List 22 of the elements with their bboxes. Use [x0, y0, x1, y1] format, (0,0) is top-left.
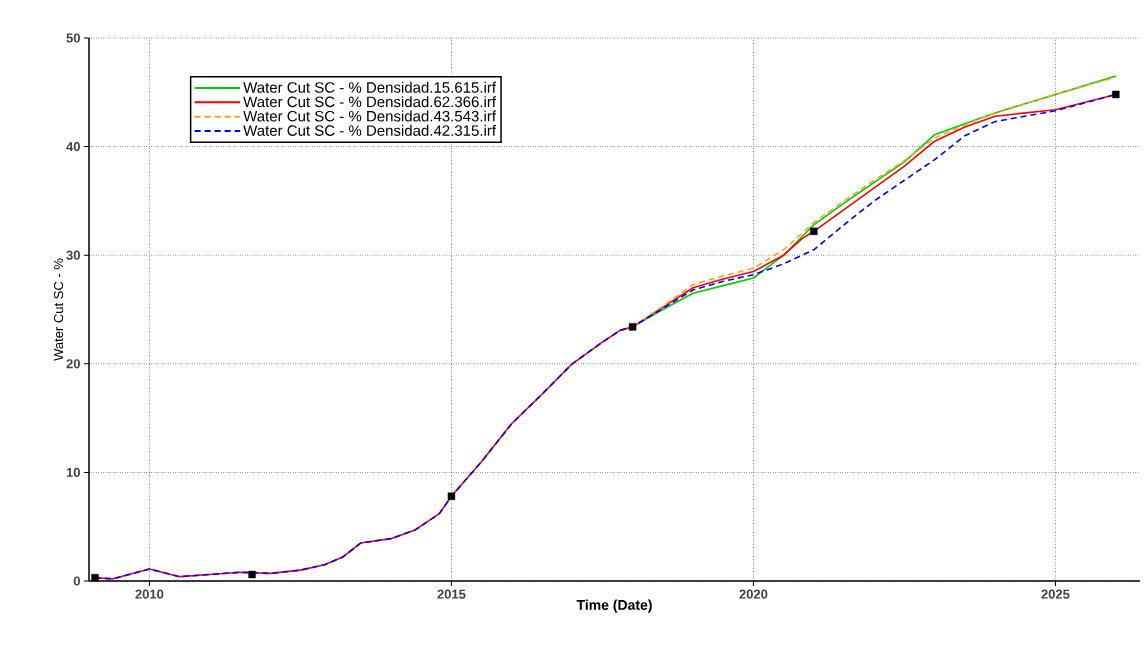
x-tick-label: 2010 — [135, 589, 164, 599]
y-tick-label: 20 — [66, 359, 80, 369]
point — [447, 492, 456, 500]
legend-label: Water Cut SC - % Densidad.43.543.irf — [243, 110, 497, 122]
point — [1112, 90, 1120, 99]
y-tick-label: 30 — [66, 250, 80, 260]
y-tick-label: 40 — [66, 141, 80, 152]
point — [810, 227, 818, 235]
y-tick-label: 50 — [66, 33, 80, 43]
x-tick-label: 2025 — [1041, 589, 1070, 599]
x-axis-title: Time (Date) — [576, 599, 652, 613]
legend-label: Water Cut SC - % Densidad.15.615.irf — [243, 81, 497, 93]
legend-label: Water Cut SC - % Densidad.62.366.irf — [243, 96, 497, 108]
x-tick-label: 2015 — [437, 589, 466, 599]
point — [248, 570, 256, 579]
y-tick-label: 0 — [73, 576, 80, 586]
x-tick-label: 2020 — [739, 589, 768, 599]
y-tick-label: 10 — [66, 467, 80, 477]
legend-label: Water Cut SC - % Densidad.42.315.irf — [243, 124, 497, 136]
point — [91, 574, 99, 582]
point — [628, 323, 637, 331]
y-axis-title: Water Cut SC - % — [53, 258, 64, 361]
